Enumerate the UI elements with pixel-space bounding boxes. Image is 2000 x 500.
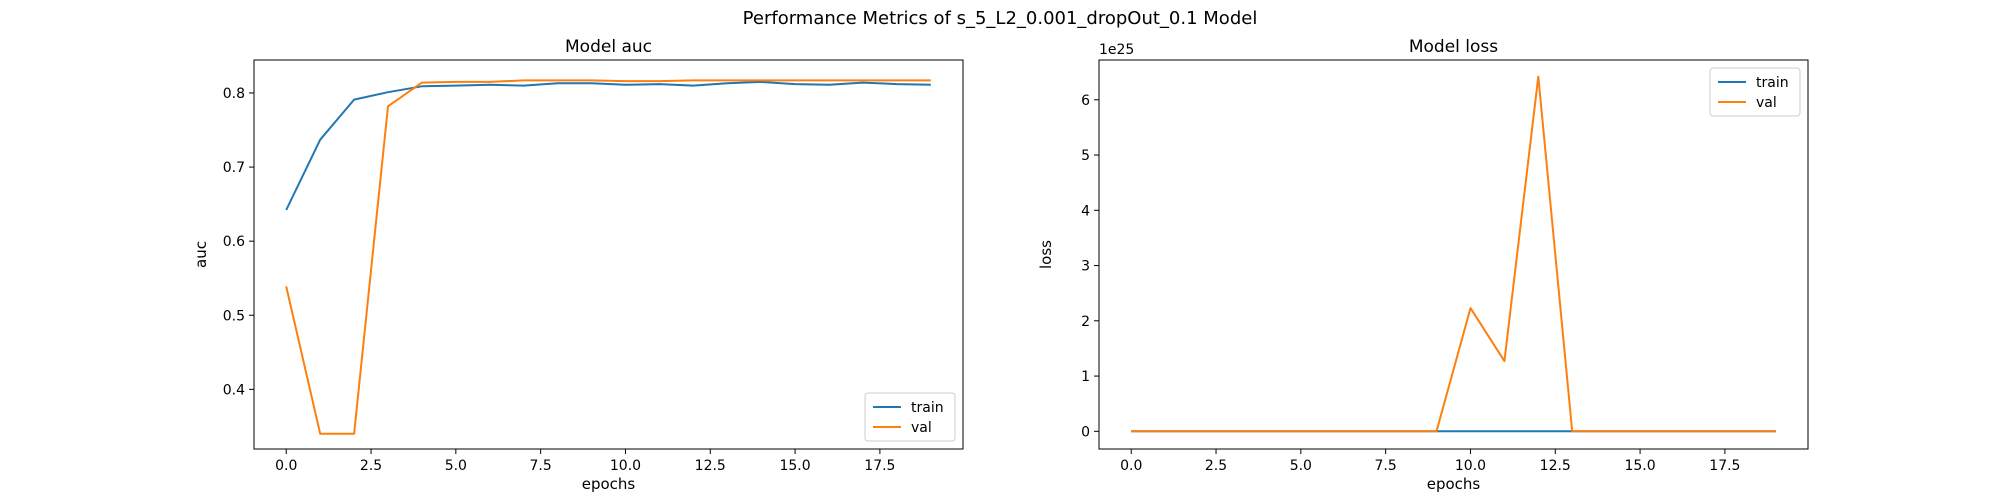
y-axis-label: loss [1037,240,1055,269]
x-tick-label: 2.5 [1205,458,1227,474]
series-line-train [285,80,931,211]
y-tick-label: 0.6 [223,234,245,250]
x-tick-label: 10.0 [1455,458,1486,474]
x-tick-label: 0.0 [275,458,297,474]
axes-title: Model auc [565,37,652,57]
x-tick-label: 7.5 [530,458,552,474]
x-tick-label: 15.0 [1624,458,1655,474]
x-tick-label: 12.5 [695,458,726,474]
loss-chart: 0.0 2.5 5.0 7.5 10.0 12.5 15.0 17.5 0 1 2 3 4 5 6 Model… [1037,37,1809,493]
auc-chart: 0.0 2.5 5.0 7.5 10.0 12.5 15.0 17.5 0.4 0.5 0.6 0.7… [192,37,964,493]
y-tick-label: 1 [1081,369,1090,385]
x-tick-label: 5.0 [445,458,467,474]
axes-title: Model loss [1409,37,1498,57]
y-tick-label: 0.7 [223,160,245,176]
axes-frame [1098,59,1809,450]
x-tick-label: 17.5 [1709,458,1740,474]
x-tick-label: 7.5 [1375,458,1397,474]
x-tick-label: 5.0 [1290,458,1312,474]
x-tick-label: 10.0 [610,458,641,474]
x-tick-label: 15.0 [779,458,810,474]
x-tick-label: 2.5 [360,458,382,474]
figure-title: Performance Metrics of s_5_L2_0.001_drop… [743,8,1258,29]
legend-label-val: val [1756,95,1777,111]
y-tick-label: 4 [1081,203,1090,219]
y-tick-label: 0 [1081,424,1090,440]
x-tick-label: 0.0 [1120,458,1142,474]
legend-label-train: train [1756,75,1789,91]
series-line-val [1131,75,1776,433]
y-tick-label: 0.4 [223,382,245,398]
y-axis-label: auc [192,241,210,268]
legend: train val [864,392,956,442]
x-tick-label: 17.5 [864,458,895,474]
legend-label-val: val [911,420,932,436]
axes-frame [253,59,964,450]
y-tick-label: 3 [1081,259,1090,275]
y-tick-label: 0.5 [223,308,245,324]
y-tick-label: 2 [1081,314,1090,330]
x-tick-label: 12.5 [1540,458,1571,474]
legend-box [864,392,956,442]
legend: train val [1709,67,1801,117]
x-axis-label: epochs [582,475,636,493]
legend-label-train: train [911,400,944,416]
y-offset-label: 1e25 [1099,42,1134,58]
x-axis-label: epochs [1427,475,1481,493]
series-line-val [285,79,931,435]
legend-box [1709,67,1801,117]
y-tick-label: 5 [1081,148,1090,164]
y-tick-label: 0.8 [223,86,245,102]
y-tick-label: 6 [1081,93,1090,109]
